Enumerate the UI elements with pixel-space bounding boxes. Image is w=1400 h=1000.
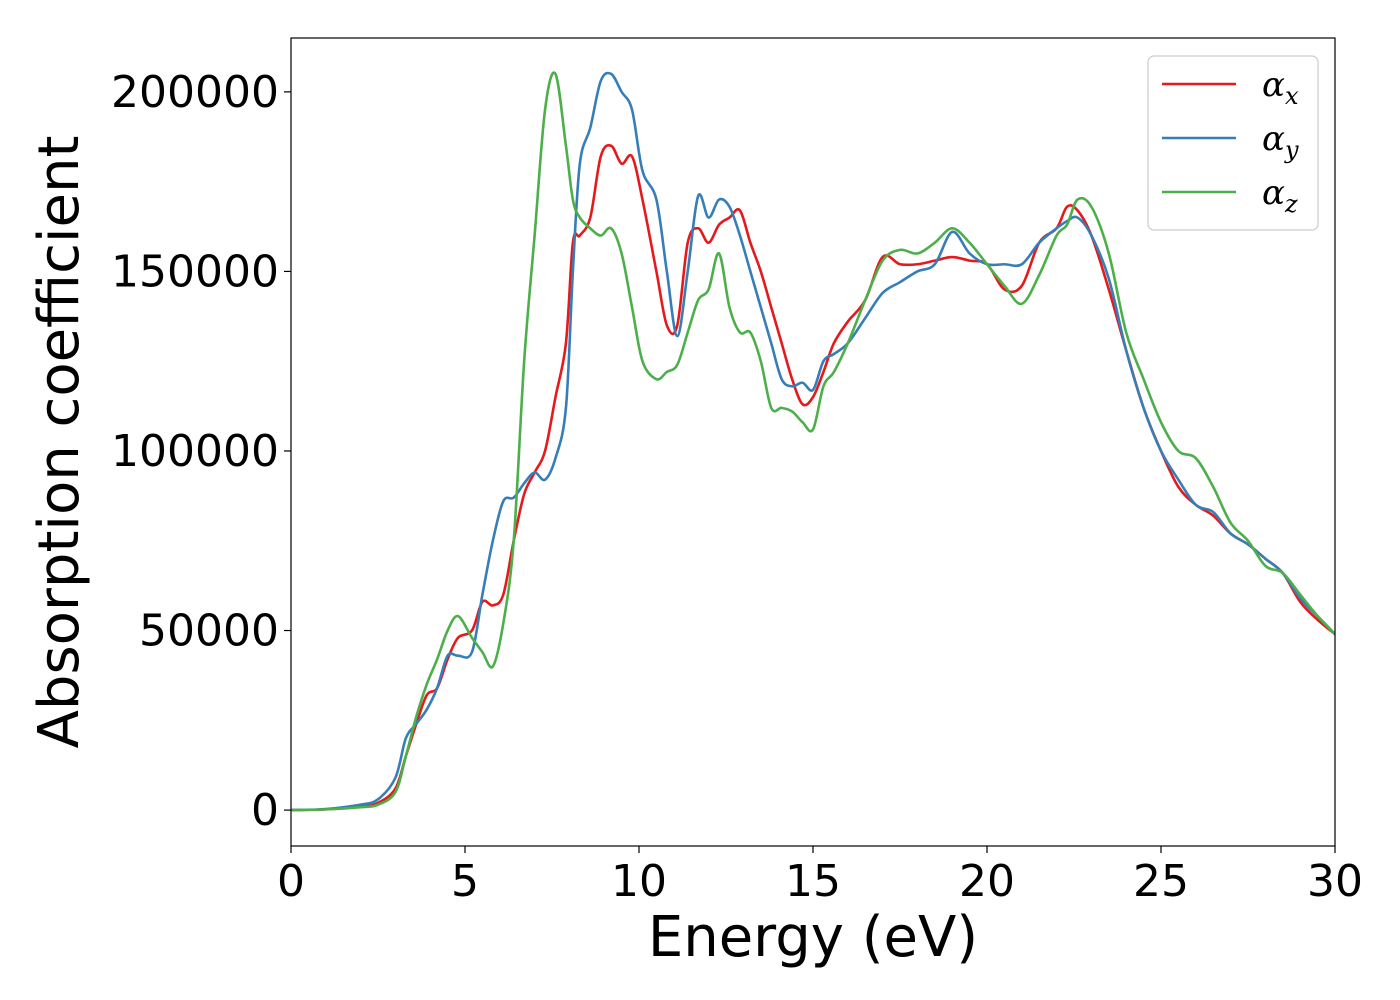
x-tick-label: 20 [959, 856, 1015, 907]
x-tick-label: 10 [611, 856, 667, 907]
x-axis-label: Energy (eV) [648, 905, 978, 970]
x-tick-label: 30 [1307, 856, 1363, 907]
series-line-y [291, 71, 1335, 812]
legend-label-x: αx [1262, 65, 1299, 110]
legend-box [1147, 55, 1319, 231]
legend-label-y: αy [1262, 119, 1299, 164]
y-tick-label: 50000 [139, 606, 279, 657]
y-tick-label: 0 [251, 785, 279, 836]
legend-subscript: y [1284, 136, 1299, 164]
x-axis-ticks: 0 5 10 15 20 25 30 [277, 846, 1363, 907]
y-axis-ticks: 0 50000 100000 150000 200000 [111, 67, 291, 836]
series-line-x [291, 143, 1335, 812]
y-tick-label: 150000 [111, 246, 279, 297]
x-tick-label: 0 [277, 856, 305, 907]
legend-subscript: z [1284, 190, 1298, 218]
series-line-z [291, 71, 1335, 812]
y-tick-label: 200000 [111, 67, 279, 118]
y-tick-label: 100000 [111, 426, 279, 477]
x-tick-label: 15 [785, 856, 841, 907]
x-tick-label: 5 [451, 856, 479, 907]
x-tick-label: 25 [1133, 856, 1189, 907]
y-axis-label: Absorption coefficient [27, 136, 92, 749]
series-layer [291, 71, 1335, 812]
legend-subscript: x [1285, 82, 1299, 110]
